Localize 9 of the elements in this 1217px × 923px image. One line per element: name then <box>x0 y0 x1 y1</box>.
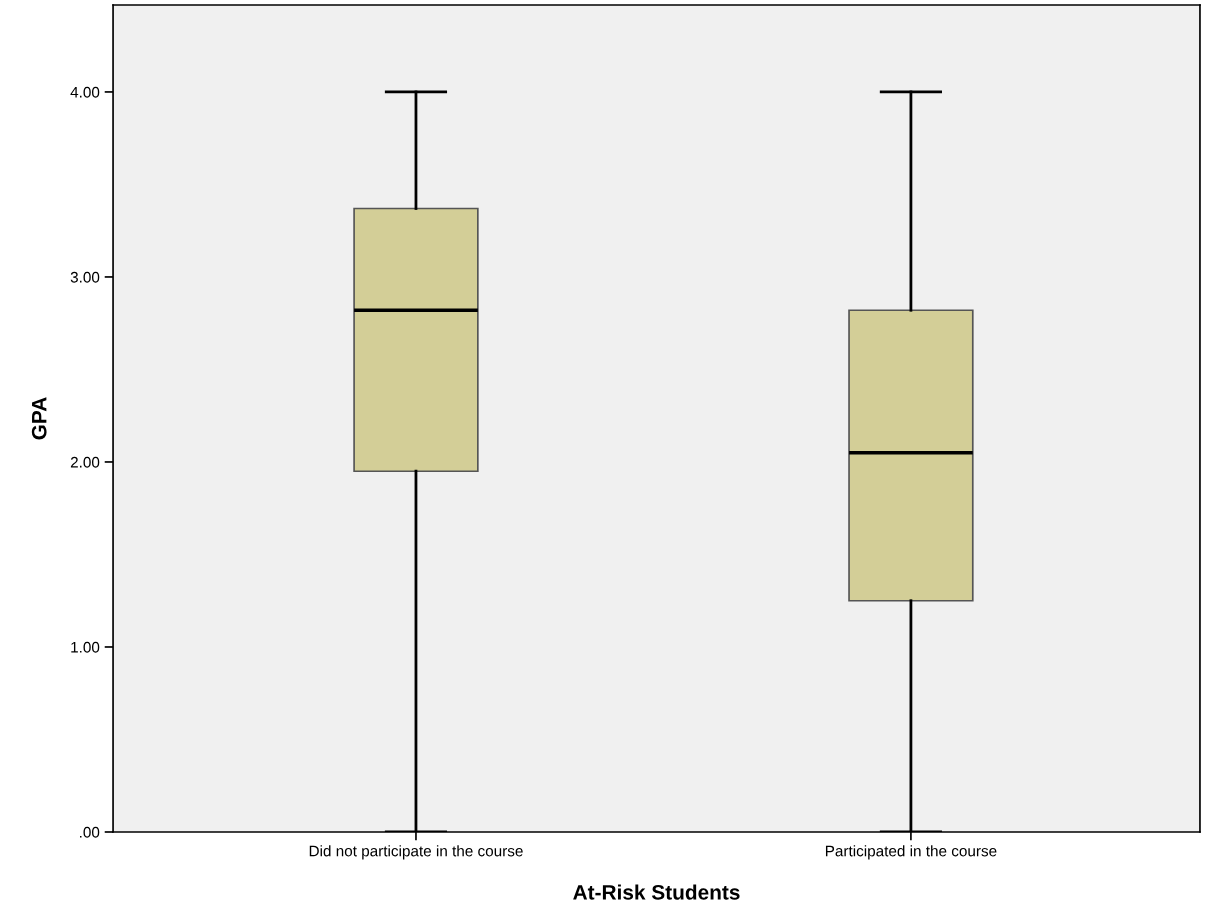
x-tick-label: Did not participate in the course <box>309 845 523 860</box>
x-axis-title: At-Risk Students <box>573 884 740 900</box>
y-tick-label: 1.00 <box>71 641 100 653</box>
y-tick-label: .00 <box>80 826 100 838</box>
y-tick-label: 2.00 <box>70 456 100 468</box>
y-tick-label: 3.00 <box>70 271 100 283</box>
x-tick-label: Participated in the course <box>825 845 997 860</box>
y-axis-title: GPA <box>31 397 47 440</box>
y-tick-label: 4.00 <box>70 86 100 98</box>
